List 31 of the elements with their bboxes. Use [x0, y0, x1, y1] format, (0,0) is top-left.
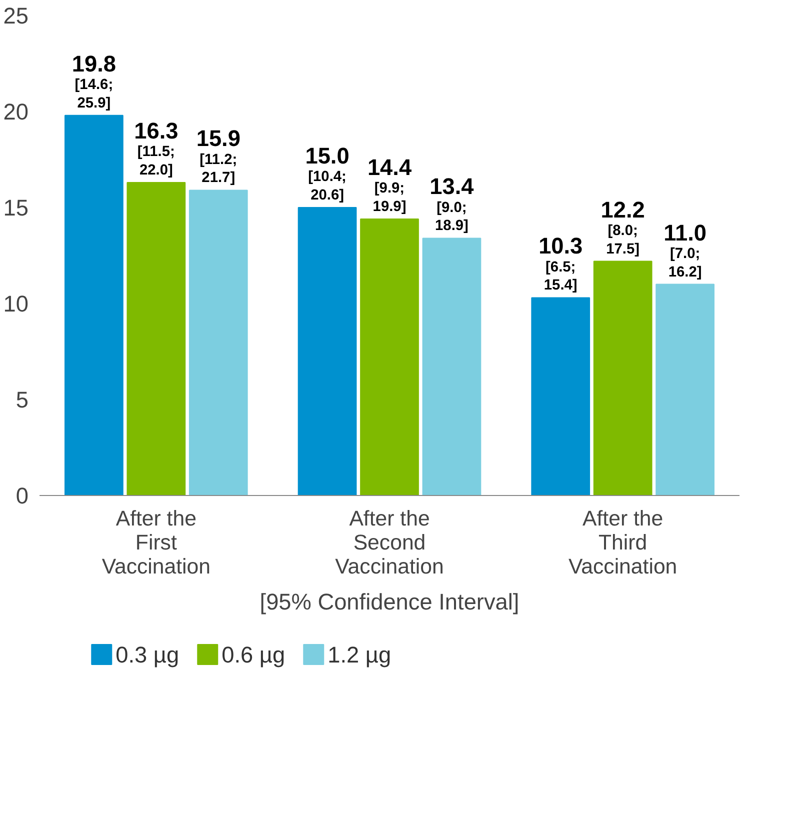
bar	[593, 260, 652, 496]
x-tick-label: After the Second Vaccination	[335, 506, 444, 578]
y-tick-label: 20	[3, 98, 28, 124]
data-label: 12.2 [8.0; 17.5]	[600, 196, 645, 258]
y-tick-label: 10	[3, 290, 28, 316]
legend-label: 0.6 µg	[222, 642, 286, 668]
y-tick-label: 0	[16, 482, 29, 508]
y-tick-label: 5	[16, 386, 29, 412]
bar	[422, 238, 482, 496]
y-tick-label: 15	[3, 194, 28, 220]
x-tick-label: After the Third Vaccination	[568, 506, 678, 578]
legend-label: 1.2 µg	[328, 642, 392, 668]
bar	[531, 297, 590, 496]
bar	[360, 218, 419, 496]
data-label: 14.4 [9.9; 19.9]	[367, 154, 412, 216]
data-label: 11.0 [7.0; 16.2]	[664, 219, 706, 280]
text: [95% Confidence Interval]	[260, 588, 520, 614]
x-tick-label: After the First Vaccination	[102, 506, 211, 578]
bar	[188, 190, 248, 496]
data-label: 15.9 [11.2; 21.7]	[196, 125, 240, 186]
bar	[298, 207, 357, 496]
data-label: 16.3 [11.5; 22.0]	[134, 118, 178, 179]
data-label: 10.3 [6.5; 15.4]	[538, 232, 583, 294]
data-label: 15.0 [10.4; 20.6]	[305, 142, 350, 204]
legend-label: 0.3 µg	[116, 642, 180, 668]
data-label: 13.4 [9.0; 18.9]	[430, 173, 474, 234]
bar	[656, 284, 714, 496]
data-label: 19.8 [14.6; 25.9]	[72, 50, 116, 112]
bar	[126, 182, 186, 496]
bar	[64, 114, 124, 496]
y-tick-label: 25	[3, 2, 28, 28]
